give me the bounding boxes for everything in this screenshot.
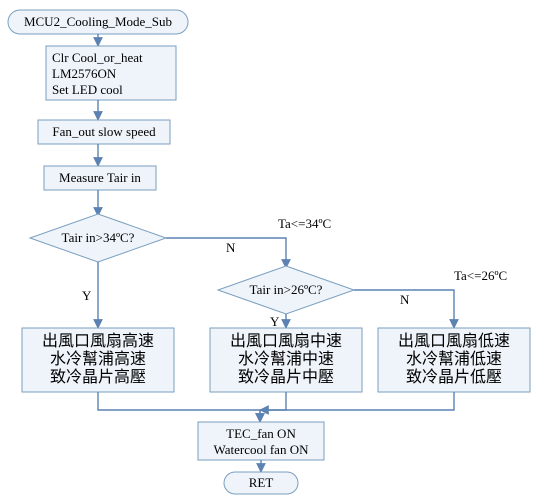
d2-n-cond: Ta<=26ºC: [454, 268, 507, 283]
d1-n-cond: Ta<=34ºC: [278, 216, 331, 231]
mid-l1: 出風口風扇中速: [230, 332, 342, 350]
mid-l2: 水冷幫浦中速: [238, 350, 334, 368]
hi-l3: 致冷晶片高壓: [50, 368, 146, 386]
p2-l1: Fan_out slow speed: [52, 124, 156, 139]
hi-l2: 水冷幫浦高速: [50, 350, 146, 368]
d1-n: N: [226, 240, 236, 255]
d2-y: Y: [270, 314, 280, 329]
p1-l2: LM2576ON: [52, 66, 117, 81]
d1-y: Y: [82, 288, 92, 303]
d1-label: Tair in>34ºC?: [62, 230, 135, 245]
lo-l3: 致冷晶片低壓: [406, 368, 502, 386]
lo-l2: 水冷幫浦低速: [406, 350, 502, 368]
hi-l1: 出風口風扇高速: [42, 332, 154, 350]
d2-n: N: [400, 292, 410, 307]
start-label: MCU2_Cooling_Mode_Sub: [24, 14, 172, 29]
lo-l1: 出風口風扇低速: [398, 332, 510, 350]
ret-label: RET: [249, 475, 274, 490]
p3-l1: Measure Tair in: [59, 170, 141, 185]
p4-l2: Watercool fan ON: [214, 442, 310, 457]
mid-l3: 致冷晶片中壓: [238, 368, 334, 386]
p1-l3: Set LED cool: [52, 82, 123, 97]
p4-l1: TEC_fan ON: [226, 426, 296, 441]
d2-label: Tair in>26ºC?: [250, 282, 323, 297]
p1-l1: Clr Cool_or_heat: [52, 50, 143, 65]
